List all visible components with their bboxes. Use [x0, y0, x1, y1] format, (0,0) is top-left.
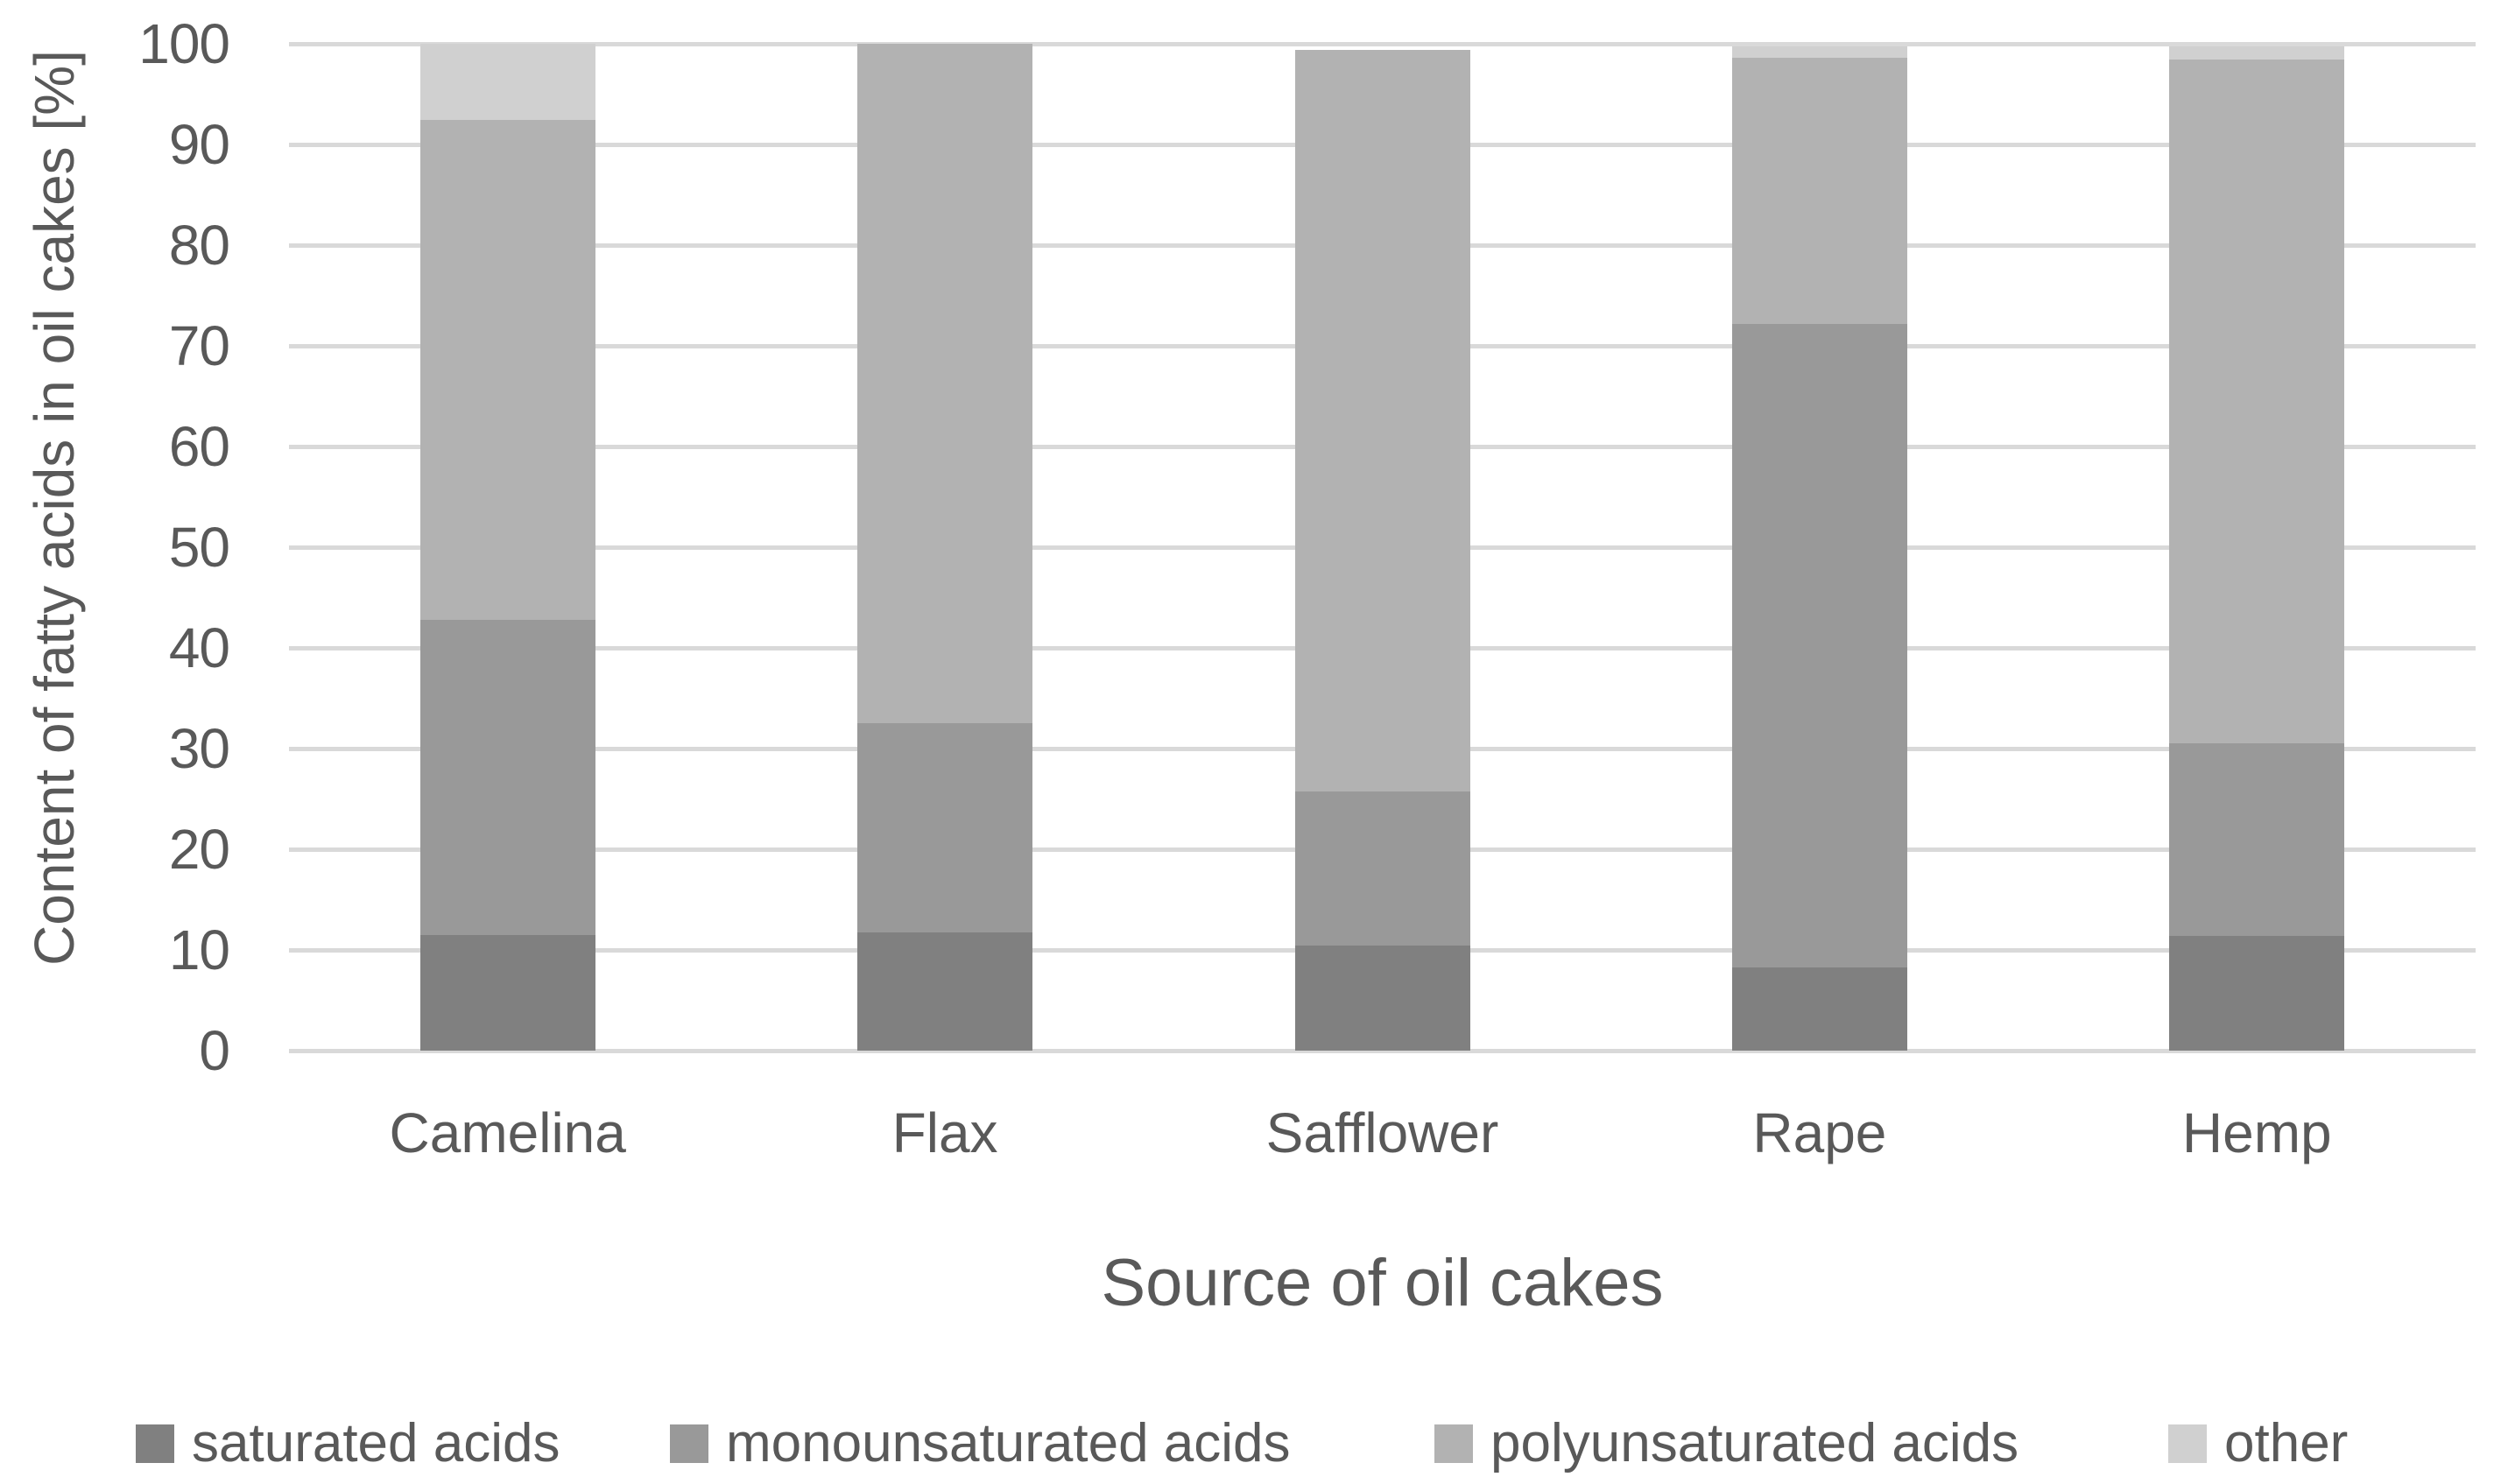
- gridline-0: [289, 1048, 2476, 1053]
- legend-swatch-saturated: [136, 1424, 174, 1463]
- bar-segment-camelina-saturated: [419, 934, 595, 1051]
- bar-segment-rape-other: [1731, 46, 1907, 59]
- y-tick-label-90: 90: [168, 113, 230, 176]
- y-tick-label-20: 20: [168, 818, 230, 881]
- legend-item-saturated: saturated acids: [136, 1417, 560, 1471]
- category-label-hemp: Hemp: [2181, 1101, 2332, 1164]
- y-tick-label-50: 50: [168, 516, 230, 579]
- gridline-100: [289, 41, 2476, 46]
- legend-item-polyunsaturated: polyunsaturated acids: [1434, 1417, 2018, 1471]
- bar-rape: [1731, 44, 1907, 1051]
- legend-swatch-monounsaturated: [670, 1424, 708, 1463]
- bar-segment-rape-saturated: [1731, 967, 1907, 1051]
- bar-segment-camelina-monounsaturated: [419, 619, 595, 935]
- bar-segment-hemp-polyunsaturated: [2169, 60, 2345, 744]
- category-label-camelina: Camelina: [389, 1101, 626, 1164]
- y-tick-label-30: 30: [168, 717, 230, 780]
- bar-segment-hemp-monounsaturated: [2169, 743, 2345, 936]
- category-label-flax: Flax: [891, 1101, 998, 1164]
- bar-segment-camelina-other: [419, 44, 595, 121]
- legend-swatch-other: [2168, 1424, 2207, 1463]
- legend-label-monounsaturated: monounsaturated acids: [726, 1413, 1291, 1473]
- bar-safflower: [1294, 44, 1470, 1051]
- bar-segment-camelina-polyunsaturated: [419, 120, 595, 620]
- bar-segment-hemp-saturated: [2169, 935, 2345, 1051]
- x-axis-title: Source of oil cakes: [1101, 1246, 1664, 1320]
- legend-label-polyunsaturated: polyunsaturated acids: [1490, 1413, 2019, 1473]
- legend-label-other: other: [2224, 1413, 2349, 1473]
- y-tick-label-100: 100: [138, 12, 230, 75]
- legend-swatch-polyunsaturated: [1434, 1424, 1473, 1463]
- bar-segment-rape-monounsaturated: [1731, 323, 1907, 967]
- bar-flax: [857, 44, 1033, 1051]
- legend-label-saturated: saturated acids: [192, 1413, 560, 1473]
- bar-segment-flax-polyunsaturated: [857, 44, 1033, 724]
- category-label-safflower: Safflower: [1265, 1101, 1499, 1164]
- bar-segment-safflower-saturated: [1294, 946, 1470, 1051]
- category-label-rape: Rape: [1752, 1101, 1887, 1164]
- bar-segment-hemp-other: [2169, 46, 2345, 60]
- bar-segment-safflower-monounsaturated: [1294, 791, 1470, 946]
- legend-item-other: other: [2168, 1417, 2348, 1471]
- bar-camelina: [419, 44, 595, 1051]
- y-tick-label-80: 80: [168, 214, 230, 277]
- y-tick-label-10: 10: [168, 918, 230, 981]
- bar-segment-rape-polyunsaturated: [1731, 58, 1907, 324]
- bar-hemp: [2169, 44, 2345, 1051]
- plot-area: [289, 41, 2476, 1053]
- y-tick-label-70: 70: [168, 314, 230, 377]
- legend-item-monounsaturated: monounsaturated acids: [670, 1417, 1291, 1471]
- y-tick-label-60: 60: [168, 415, 230, 478]
- bar-segment-flax-saturated: [857, 932, 1033, 1051]
- bar-segment-flax-monounsaturated: [857, 723, 1033, 933]
- y-tick-label-0: 0: [199, 1019, 230, 1082]
- bar-segment-safflower-polyunsaturated: [1294, 49, 1470, 792]
- y-tick-label-40: 40: [168, 616, 230, 679]
